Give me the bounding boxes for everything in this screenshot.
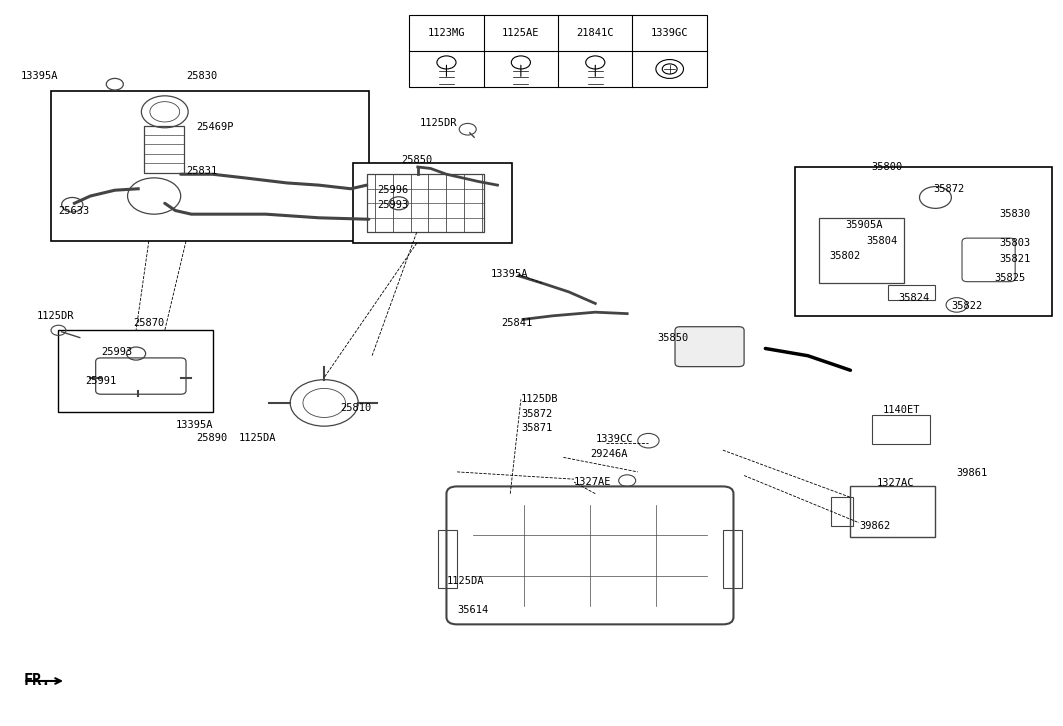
Text: 35614: 35614	[457, 605, 488, 615]
Text: 35872: 35872	[521, 409, 552, 419]
Bar	[58, 330, 213, 412]
Text: 25810: 25810	[340, 403, 371, 413]
Text: 35872: 35872	[933, 184, 964, 194]
Text: FR.: FR.	[23, 673, 51, 688]
Bar	[367, 174, 484, 232]
Text: 13395A: 13395A	[175, 420, 213, 430]
Bar	[51, 91, 369, 241]
Text: 13395A: 13395A	[21, 71, 58, 81]
Text: 13395A: 13395A	[491, 269, 528, 280]
Text: 35804: 35804	[866, 236, 897, 246]
Text: 25633: 25633	[58, 205, 89, 216]
Text: 1339GC: 1339GC	[651, 28, 689, 38]
Text: 39861: 39861	[957, 468, 988, 478]
Text: 1125DA: 1125DA	[239, 433, 276, 443]
Text: 35802: 35802	[829, 251, 860, 261]
Text: 25993: 25993	[101, 347, 132, 357]
Text: 25830: 25830	[186, 71, 217, 81]
Text: 35871: 35871	[521, 423, 552, 433]
Text: 25841: 25841	[502, 318, 533, 328]
Text: 25993: 25993	[377, 200, 408, 210]
Text: 35803: 35803	[999, 238, 1030, 248]
Text: 1125DB: 1125DB	[521, 394, 558, 404]
Bar	[144, 126, 184, 173]
Bar	[819, 218, 904, 283]
Text: 35825: 35825	[994, 273, 1025, 283]
Text: 1125DA: 1125DA	[446, 576, 484, 586]
Text: 1125DR: 1125DR	[420, 118, 457, 129]
Text: 35830: 35830	[999, 209, 1030, 219]
Bar	[831, 497, 853, 526]
Bar	[438, 530, 457, 588]
Text: 1140ET: 1140ET	[882, 405, 919, 415]
Text: 1327AC: 1327AC	[877, 478, 914, 488]
Text: 25991: 25991	[85, 376, 116, 386]
Text: 21841C: 21841C	[576, 28, 614, 38]
Text: 35824: 35824	[898, 293, 929, 303]
Text: 25469P: 25469P	[197, 122, 234, 132]
Text: 29246A: 29246A	[590, 449, 627, 459]
Bar	[850, 486, 935, 537]
Text: 35822: 35822	[951, 301, 982, 311]
Text: 25870: 25870	[133, 318, 164, 328]
FancyBboxPatch shape	[675, 327, 744, 367]
Bar	[353, 163, 512, 243]
Text: 39862: 39862	[859, 521, 890, 531]
Bar	[795, 167, 1052, 316]
Text: 35800: 35800	[872, 162, 902, 172]
Text: 35905A: 35905A	[845, 220, 882, 230]
Text: 1125AE: 1125AE	[502, 28, 540, 38]
Text: 1123MG: 1123MG	[427, 28, 466, 38]
Bar	[888, 285, 935, 300]
Text: 35850: 35850	[657, 333, 688, 343]
Bar	[872, 415, 930, 444]
Text: 25831: 25831	[186, 166, 217, 176]
Text: 25890: 25890	[197, 433, 227, 443]
Text: 1339CC: 1339CC	[595, 433, 632, 444]
Text: 35821: 35821	[999, 254, 1030, 264]
Text: 1327AE: 1327AE	[574, 477, 611, 487]
Bar	[723, 530, 742, 588]
Text: 25850: 25850	[401, 155, 432, 165]
Bar	[409, 15, 707, 87]
Text: 25996: 25996	[377, 185, 408, 195]
Text: 1125DR: 1125DR	[37, 311, 74, 321]
